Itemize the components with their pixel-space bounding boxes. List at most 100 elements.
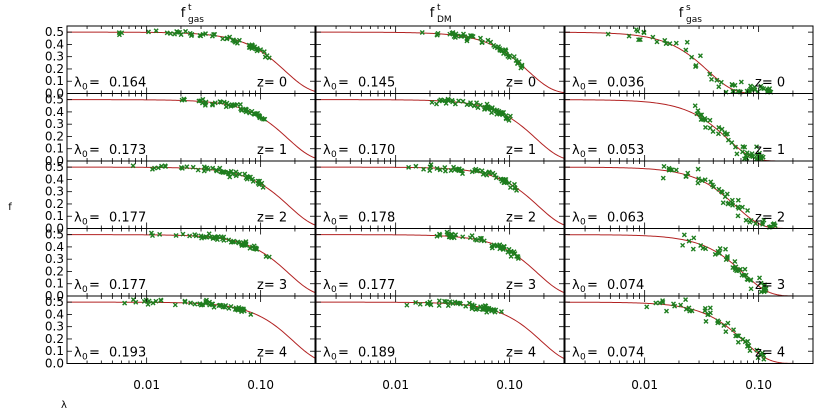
lambda0-equals: =	[587, 76, 598, 91]
redshift-label: z= 4	[257, 346, 287, 361]
data-point	[736, 333, 742, 339]
redshift-label: z= 4	[506, 346, 536, 361]
lambda0-equals: =	[587, 278, 598, 293]
data-point	[244, 107, 249, 113]
data-point	[730, 265, 736, 271]
lambda0-value: 0.164	[109, 76, 146, 91]
lambda0-value: 0.036	[607, 76, 644, 91]
data-point	[192, 301, 198, 307]
data-point	[498, 111, 504, 117]
data-point	[453, 232, 459, 238]
redshift-label: z= 1	[257, 143, 287, 158]
data-point	[683, 297, 689, 303]
lambda0-subscript: 0	[580, 83, 586, 93]
redshift-label: z= 2	[257, 211, 287, 226]
data-point	[188, 300, 194, 306]
data-point	[702, 177, 708, 183]
data-point	[703, 246, 709, 252]
x-tick-label: 0.10	[496, 378, 523, 392]
y-tick-label: 0.5	[45, 160, 64, 174]
data-point	[189, 31, 195, 37]
data-point	[683, 306, 689, 312]
lambda0-symbol: λ	[572, 143, 580, 158]
data-point	[217, 99, 223, 105]
data-point	[692, 103, 698, 109]
data-point	[699, 112, 705, 118]
data-point	[145, 301, 151, 307]
data-point	[715, 131, 721, 137]
data-point	[497, 45, 503, 51]
lambda0-value: 0.173	[109, 143, 146, 158]
data-point	[475, 105, 481, 111]
data-point	[661, 163, 667, 169]
data-point	[263, 254, 269, 259]
lambda0-subscript: 0	[580, 353, 586, 363]
y-tick-label: 0.5	[45, 295, 64, 309]
data-point	[486, 169, 492, 175]
y-tick-label: 0.3	[45, 320, 64, 334]
y-tick-label: 0.5	[45, 25, 64, 39]
panel-r1-c0: λ 0 = 0.173 z= 1	[66, 93, 316, 162]
column-title-1: f	[430, 6, 435, 21]
data-point	[644, 304, 650, 310]
panel-frame	[315, 295, 565, 364]
data-point	[519, 64, 525, 70]
model-curve	[316, 301, 565, 360]
data-point	[512, 251, 518, 257]
data-point	[477, 35, 483, 41]
data-point	[225, 171, 231, 177]
data-point	[695, 180, 701, 186]
lambda0-subscript: 0	[331, 285, 337, 295]
panel-r3-c1: λ 0 = 0.177 z= 3	[315, 228, 565, 297]
data-point	[745, 207, 751, 213]
data-point	[485, 37, 491, 43]
data-point	[238, 107, 244, 113]
data-point	[482, 305, 488, 311]
data-point	[662, 37, 668, 43]
data-point	[146, 29, 151, 35]
y-tick-label: 0.2	[45, 62, 64, 76]
data-point	[248, 312, 254, 318]
data-point	[493, 175, 499, 181]
data-point	[732, 144, 738, 150]
data-point	[221, 169, 227, 175]
data-point	[683, 47, 689, 53]
data-point	[734, 151, 740, 157]
lambda0-symbol: λ	[572, 346, 580, 361]
panel-r1-c1: λ 0 = 0.170 z= 1	[315, 93, 565, 162]
y-tick-label: 0.1	[45, 344, 64, 358]
data-point	[626, 33, 632, 39]
data-point	[157, 231, 163, 237]
lambda0-symbol: λ	[74, 76, 82, 91]
data-point	[469, 303, 475, 309]
data-point	[761, 356, 767, 362]
data-point	[425, 300, 431, 306]
data-point	[206, 231, 212, 237]
data-point	[703, 318, 709, 324]
redshift-label: z= 3	[755, 278, 785, 293]
data-point	[218, 234, 224, 240]
data-point	[641, 29, 647, 35]
data-point	[717, 245, 723, 251]
data-point	[210, 165, 216, 171]
data-point	[255, 178, 261, 184]
data-point	[434, 32, 440, 38]
lambda0-subscript: 0	[82, 150, 88, 160]
data-point	[477, 235, 483, 241]
y-tick-label: 0.4	[45, 105, 64, 119]
data-point	[197, 32, 203, 38]
data-point	[253, 46, 259, 52]
data-point	[513, 57, 519, 63]
data-point	[203, 31, 209, 37]
data-point	[760, 221, 766, 227]
data-point	[605, 31, 611, 37]
data-point	[212, 31, 218, 37]
data-point	[497, 246, 503, 252]
redshift-label: z= 2	[506, 211, 536, 226]
data-point	[486, 307, 492, 313]
data-point	[178, 164, 184, 170]
data-point	[740, 336, 746, 342]
data-point	[761, 217, 767, 223]
panel-r0-c1: λ 0 = 0.145 z= 0	[315, 25, 565, 94]
y-tick-label: 0.1	[45, 277, 64, 291]
